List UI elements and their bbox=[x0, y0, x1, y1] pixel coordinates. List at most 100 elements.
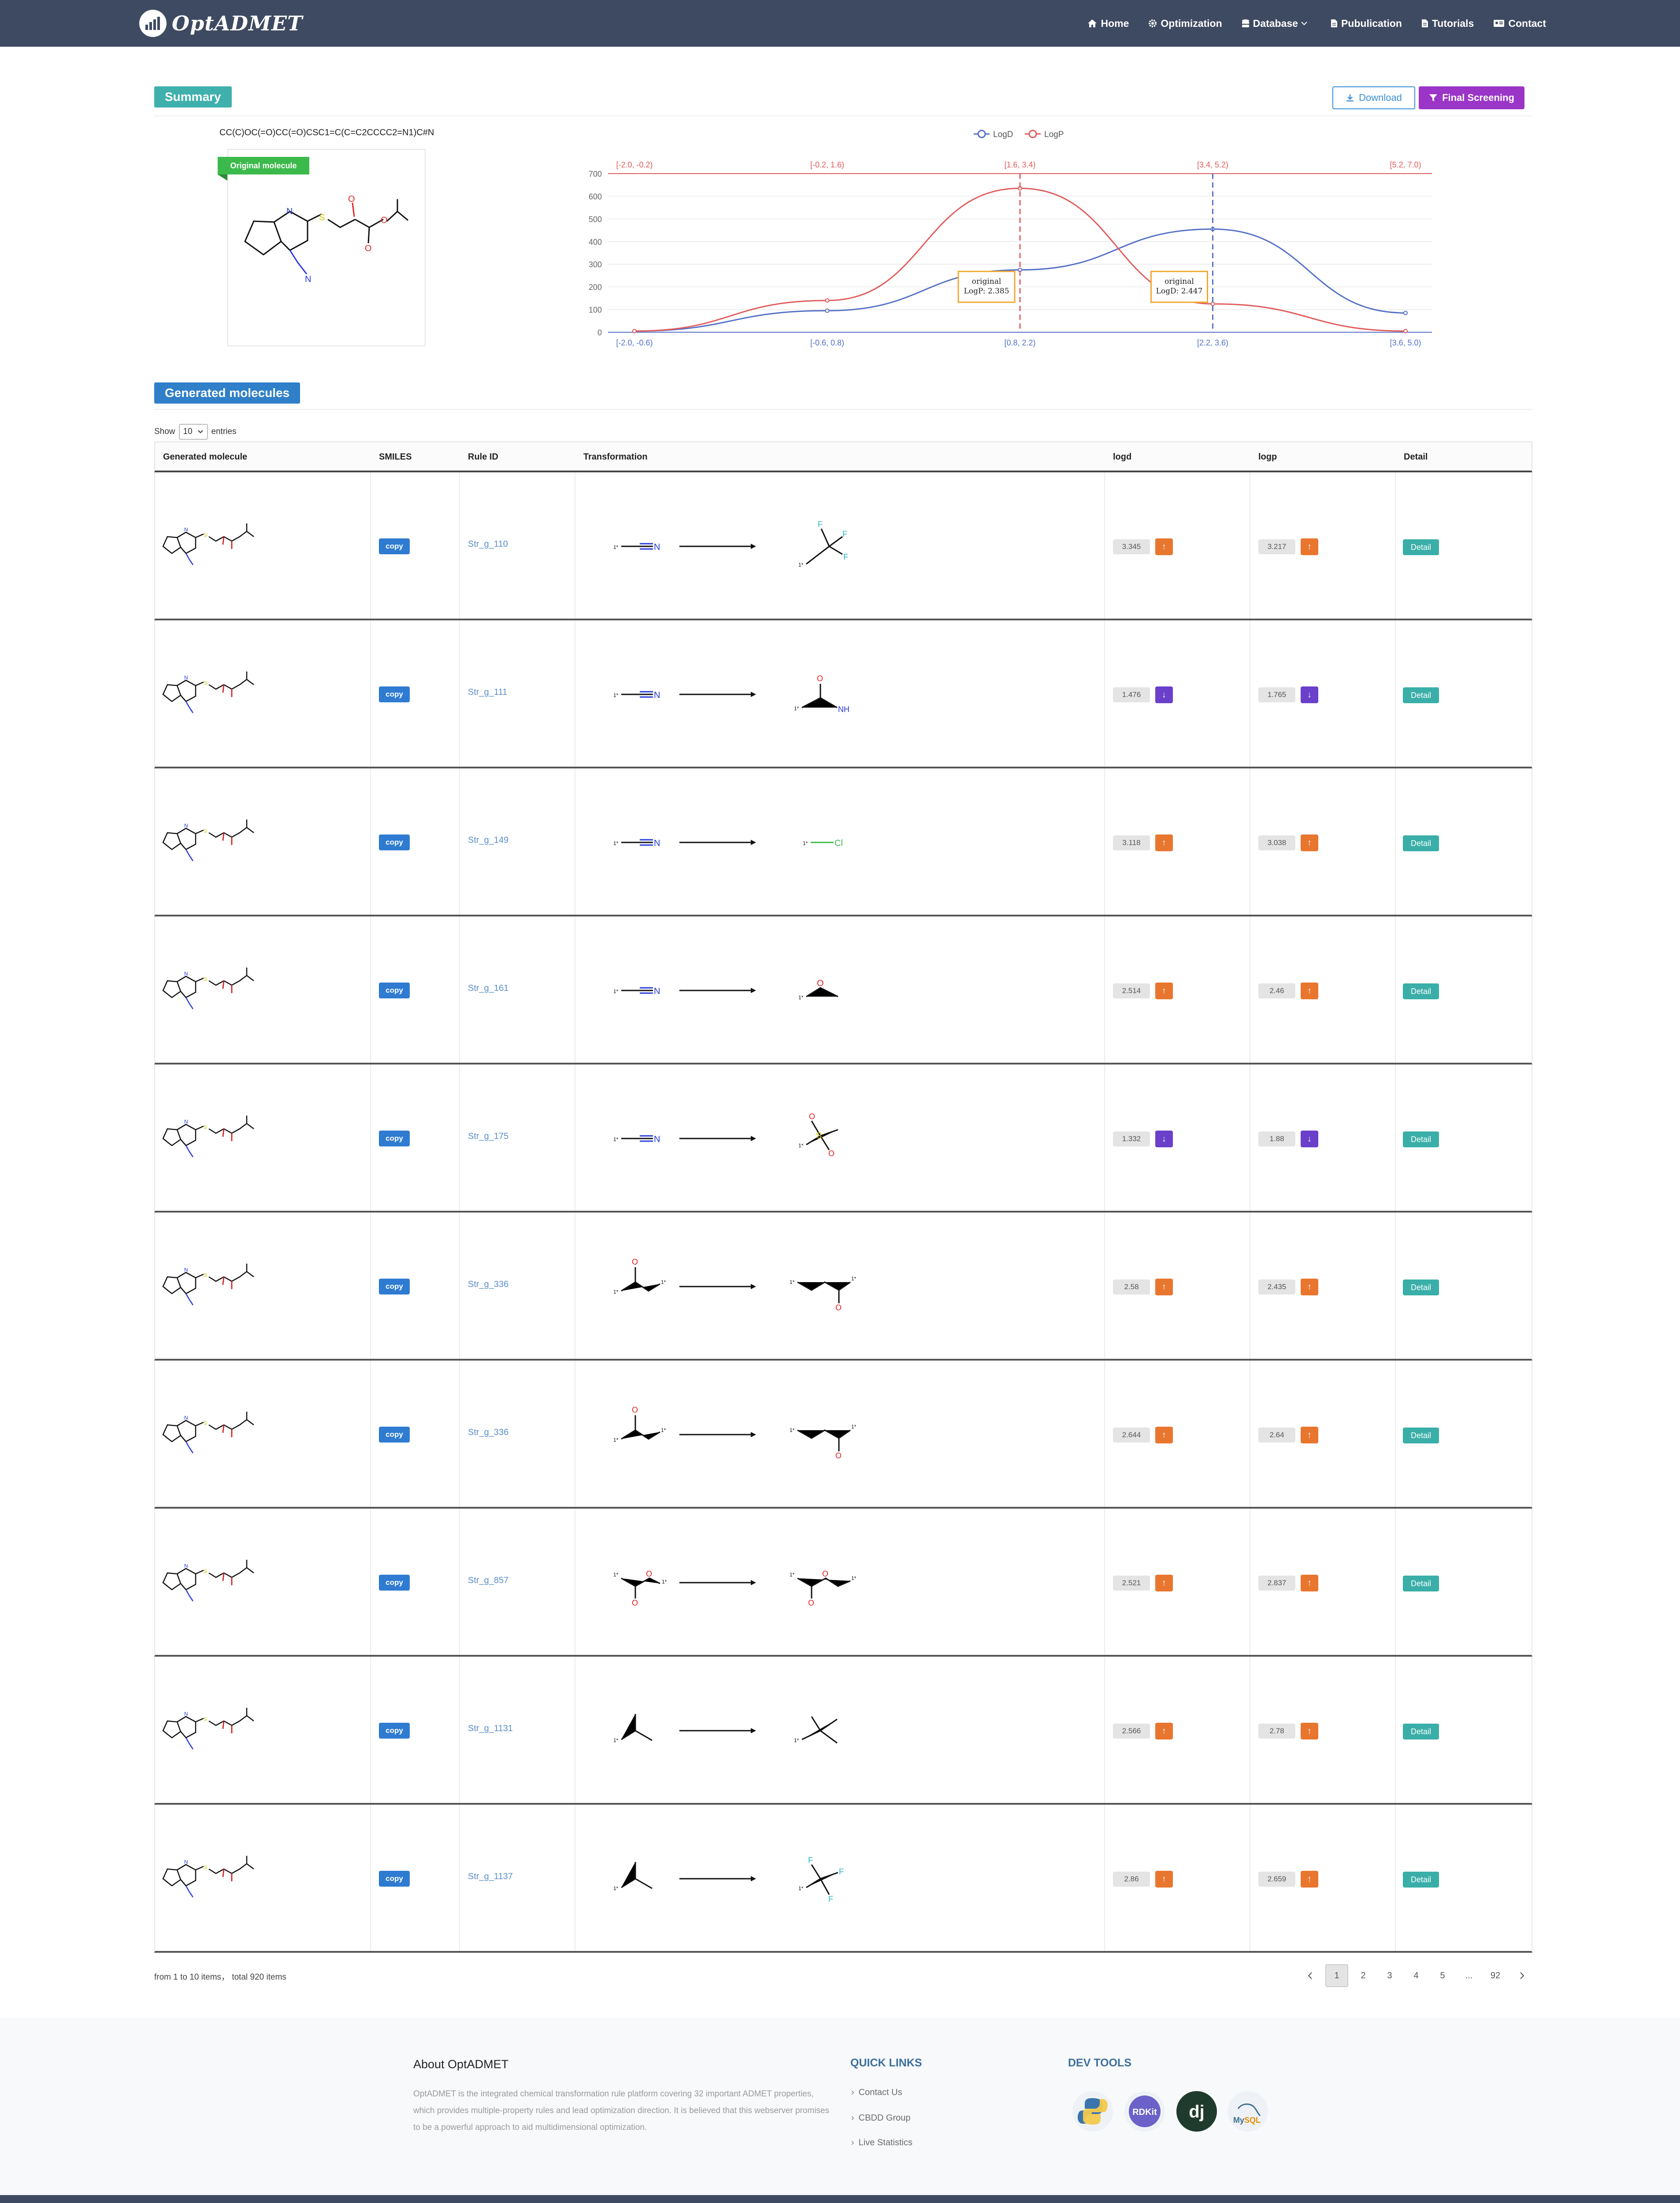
copy-smiles-button[interactable]: copy bbox=[379, 686, 410, 702]
annotation-box bbox=[957, 271, 1016, 303]
column-divider bbox=[459, 1657, 460, 1803]
rule-id-link[interactable]: Str_g_149 bbox=[468, 835, 509, 845]
detail-button[interactable]: Detail bbox=[1403, 835, 1439, 851]
x-top-tick-label: [-0.2, 1.6) bbox=[810, 160, 844, 169]
detail-button[interactable]: Detail bbox=[1403, 1428, 1439, 1443]
generated-molecule-image: N S bbox=[160, 960, 262, 1021]
page-4-button[interactable]: 4 bbox=[1413, 1970, 1419, 1980]
detail-button[interactable]: Detail bbox=[1403, 539, 1439, 555]
svg-text:1*: 1* bbox=[613, 840, 619, 846]
generated-molecule-image: N S bbox=[160, 1700, 262, 1762]
x-bottom-tick-label: [0.8, 2.2) bbox=[1004, 338, 1035, 347]
svg-text:1*: 1* bbox=[613, 1737, 619, 1743]
copy-smiles-button[interactable]: copy bbox=[379, 983, 410, 998]
svg-text:1*: 1* bbox=[798, 1885, 804, 1891]
x-bottom-tick-label: [3.6, 5.0) bbox=[1390, 338, 1421, 347]
svg-text:1*: 1* bbox=[790, 1279, 795, 1285]
annotation-text: LogP: 2.385 bbox=[964, 287, 1009, 296]
copy-smiles-button[interactable]: copy bbox=[379, 538, 410, 554]
nav-publication[interactable]: Pubulication bbox=[1331, 18, 1402, 30]
table-row: N S copy Str_g_110 1* N 1* F F F 3.345 ↑ 3.217 ↑ Det… bbox=[154, 472, 1532, 620]
entries-select[interactable]: 10 bbox=[178, 424, 208, 440]
original-molecule-tag: Original molecule bbox=[218, 157, 309, 174]
logp-up-arrow-icon: ↑ bbox=[1301, 1871, 1318, 1888]
annotation-text: original bbox=[1165, 277, 1194, 286]
annotation-text: original bbox=[972, 277, 1001, 286]
col-smiles[interactable]: SMILES bbox=[379, 452, 412, 462]
logd-value: 3.118 bbox=[1113, 835, 1150, 850]
logd-value: 2.521 bbox=[1113, 1576, 1150, 1591]
detail-button[interactable]: Detail bbox=[1403, 1131, 1439, 1147]
rule-id-link[interactable]: Str_g_1137 bbox=[468, 1872, 513, 1881]
data-point-logp bbox=[1403, 329, 1408, 334]
col-rule-id[interactable]: Rule ID bbox=[468, 452, 498, 462]
page-3-button[interactable]: 3 bbox=[1387, 1970, 1392, 1980]
copy-smiles-button[interactable]: copy bbox=[379, 1131, 410, 1146]
page-1-button[interactable]: 1 bbox=[1325, 1964, 1348, 1987]
detail-button[interactable]: Detail bbox=[1403, 1576, 1439, 1591]
x-top-tick-label: [5.2, 7.0) bbox=[1390, 160, 1421, 169]
rule-id-link[interactable]: Str_g_111 bbox=[468, 687, 508, 697]
detail-button[interactable]: Detail bbox=[1403, 1280, 1439, 1295]
column-divider bbox=[1104, 1509, 1105, 1655]
nav-contact-label: Contact bbox=[1508, 17, 1546, 29]
prev-page-button[interactable] bbox=[1299, 1964, 1322, 1987]
col-transformation[interactable]: Transformation bbox=[583, 452, 648, 462]
final-screening-button[interactable]: Final Screening bbox=[1419, 86, 1524, 109]
nav-database[interactable]: Database bbox=[1242, 18, 1311, 30]
quick-link-contact[interactable]: › Contact Us bbox=[851, 2088, 902, 2098]
page-92-button[interactable]: 92 bbox=[1490, 1970, 1501, 1980]
quick-link-stats[interactable]: › Live Statistics bbox=[851, 2138, 912, 2148]
column-divider bbox=[370, 620, 371, 767]
python-logo-icon bbox=[1072, 2090, 1114, 2133]
col-logd[interactable]: logd bbox=[1113, 452, 1132, 462]
col-detail[interactable]: Detail bbox=[1404, 452, 1428, 462]
svg-text:1*: 1* bbox=[613, 1136, 619, 1142]
column-divider bbox=[1395, 1361, 1396, 1507]
rule-id-link[interactable]: Str_g_175 bbox=[468, 1131, 509, 1141]
data-point-logp bbox=[1210, 301, 1215, 306]
detail-button[interactable]: Detail bbox=[1403, 687, 1439, 703]
col-logp[interactable]: logp bbox=[1258, 452, 1277, 462]
col-generated-molecule[interactable]: Generated molecule bbox=[163, 452, 248, 462]
download-button[interactable]: Download bbox=[1332, 86, 1415, 109]
rule-id-link[interactable]: Str_g_336 bbox=[468, 1428, 509, 1437]
svg-text:1*: 1* bbox=[794, 705, 799, 712]
page-5-button[interactable]: 5 bbox=[1440, 1970, 1445, 1980]
column-divider bbox=[459, 472, 460, 619]
nav-contact[interactable]: Contact bbox=[1493, 18, 1546, 30]
detail-button[interactable]: Detail bbox=[1403, 1724, 1439, 1739]
page-2-button[interactable]: 2 bbox=[1361, 1970, 1366, 1980]
nav-tutorials[interactable]: Tutorials bbox=[1421, 18, 1474, 30]
rule-id-link[interactable]: Str_g_110 bbox=[468, 539, 508, 549]
nav-publication-label: Pubulication bbox=[1341, 17, 1402, 29]
nav-optimization[interactable]: Optimization bbox=[1148, 18, 1222, 30]
copy-smiles-button[interactable]: copy bbox=[379, 834, 410, 850]
logp-up-arrow-icon: ↑ bbox=[1301, 1427, 1318, 1443]
page-length-control: Show 10 entries bbox=[154, 424, 237, 440]
next-page-button[interactable] bbox=[1510, 1964, 1533, 1987]
rule-id-link[interactable]: Str_g_336 bbox=[468, 1280, 509, 1289]
quick-link-cbdd[interactable]: › CBDD Group bbox=[851, 2113, 910, 2123]
rule-id-link[interactable]: Str_g_857 bbox=[468, 1576, 509, 1585]
copy-smiles-button[interactable]: copy bbox=[379, 1575, 410, 1591]
detail-button[interactable]: Detail bbox=[1403, 1872, 1439, 1888]
column-divider bbox=[1104, 1657, 1105, 1803]
quick-link-label: Contact Us bbox=[858, 2088, 902, 2097]
column-divider bbox=[370, 1657, 371, 1803]
copy-smiles-button[interactable]: copy bbox=[379, 1279, 410, 1294]
quick-link-label: Live Statistics bbox=[858, 2138, 912, 2147]
detail-button[interactable]: Detail bbox=[1403, 983, 1439, 999]
brand[interactable]: OptADMET bbox=[139, 9, 303, 38]
logd-up-arrow-icon: ↑ bbox=[1155, 1427, 1173, 1443]
nav-home[interactable]: Home bbox=[1087, 18, 1129, 30]
svg-text:S: S bbox=[204, 1864, 207, 1870]
svg-text:N: N bbox=[654, 1135, 660, 1144]
svg-text:1*: 1* bbox=[661, 1427, 666, 1433]
copy-smiles-button[interactable]: copy bbox=[379, 1723, 410, 1739]
rule-id-link[interactable]: Str_g_1131 bbox=[468, 1724, 513, 1733]
svg-text:O: O bbox=[817, 979, 824, 988]
copy-smiles-button[interactable]: copy bbox=[379, 1871, 410, 1887]
rule-id-link[interactable]: Str_g_161 bbox=[468, 983, 509, 993]
copy-smiles-button[interactable]: copy bbox=[379, 1427, 410, 1443]
